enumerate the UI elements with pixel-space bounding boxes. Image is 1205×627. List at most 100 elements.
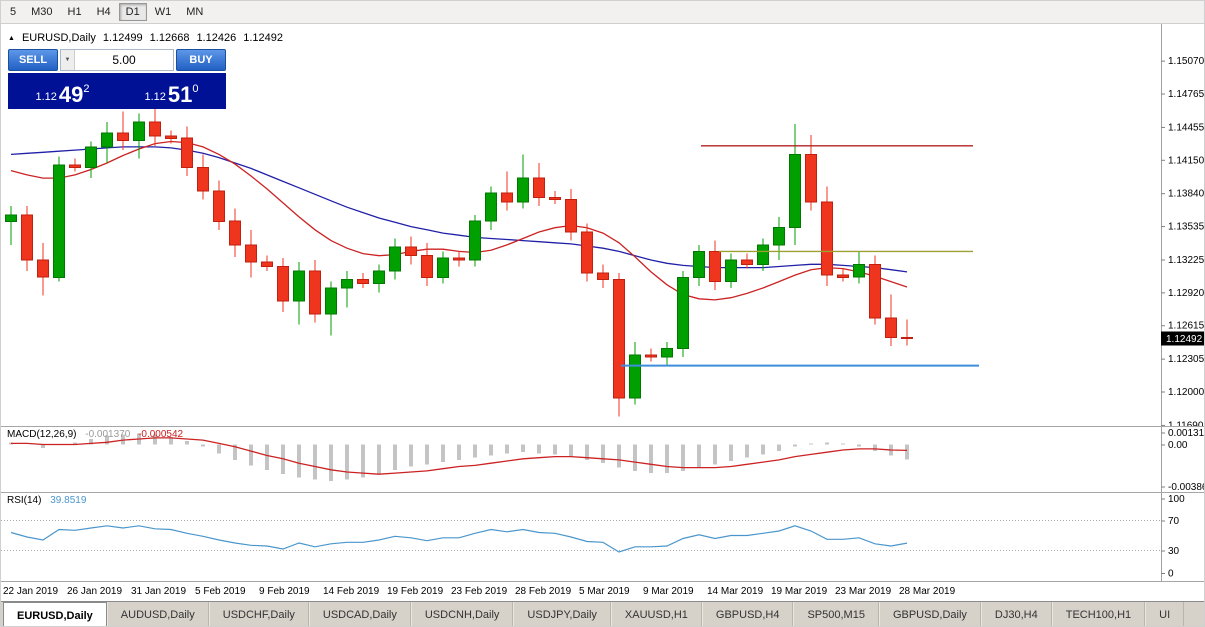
time-axis[interactable]: 22 Jan 2019 26 Jan 2019 31 Jan 2019 5 Feb 2… — [1, 581, 1204, 601]
candle-body — [645, 354, 657, 358]
candle-body — [757, 244, 769, 265]
buy-button[interactable]: BUY — [176, 49, 226, 71]
candle-body — [277, 266, 289, 302]
timeframe-button-5[interactable]: 5 — [3, 3, 23, 21]
macd-canvas[interactable]: 0.0013130.00 -0.00386 — [1, 427, 1205, 492]
candle-body — [37, 259, 49, 278]
chart-tab-TECH100,H1[interactable]: TECH100,H1 — [1051, 602, 1146, 626]
svg-text:70: 70 — [1168, 516, 1180, 527]
svg-text:1.11690: 1.11690 — [1168, 420, 1204, 426]
chart-tab-XAUUSD,H1[interactable]: XAUUSD,H1 — [610, 602, 702, 626]
rsi-name: RSI(14) — [7, 495, 42, 506]
price-chart-canvas[interactable]: 1.15070 1.14765 1.14455 1.14150 1.13840 1.135… — [1, 24, 1205, 426]
svg-text:0.00: 0.00 — [1168, 440, 1188, 451]
macd-histogram — [9, 433, 909, 481]
date-label: 26 Jan 2019 — [67, 586, 123, 597]
rsi-value: 39.8519 — [50, 495, 87, 506]
sell-price-big-digits: 49 — [58, 82, 84, 107]
candle-body — [165, 135, 177, 139]
candle-body — [677, 276, 689, 349]
rsi-line — [10, 525, 908, 553]
chart-tab-UI[interactable]: UI — [1145, 602, 1185, 626]
svg-text:30: 30 — [1168, 546, 1180, 557]
sell-price-display[interactable]: 1.12 49 2 — [8, 73, 117, 109]
svg-text:1.13840: 1.13840 — [1168, 189, 1205, 200]
chart-tab-USDCHF,Daily[interactable]: USDCHF,Daily — [208, 602, 309, 626]
svg-text:1.14455: 1.14455 — [1168, 122, 1205, 133]
candle-body — [453, 257, 465, 261]
macd-main-value: -0.001370 — [85, 429, 131, 440]
chart-tab-SP500,M15[interactable]: SP500,M15 — [793, 602, 879, 626]
candle-body — [805, 153, 817, 203]
candle-body — [629, 354, 641, 399]
candle-body — [725, 259, 737, 283]
volume-dropdown-icon[interactable]: ▼ — [61, 50, 75, 70]
candle-body — [661, 347, 673, 358]
candle-body — [565, 199, 577, 233]
main-chart-panel: 1.15070 1.14765 1.14455 1.14150 1.13840 1.135… — [1, 24, 1205, 426]
candle-body — [549, 197, 561, 201]
buy-price-prefix: 1.12 — [144, 91, 166, 103]
chart-tab-USDCNH,Daily[interactable]: USDCNH,Daily — [410, 602, 514, 626]
candle-body — [773, 227, 785, 246]
candle-body — [693, 250, 705, 278]
candle-body — [741, 259, 753, 265]
chart-tab-GBPUSD,H4[interactable]: GBPUSD,H4 — [701, 602, 794, 626]
candle-body — [101, 132, 113, 148]
timeframe-button-M30[interactable]: M30 — [24, 3, 59, 21]
volume-field: ▼ — [60, 49, 174, 71]
timeframe-button-D1[interactable]: D1 — [118, 3, 147, 21]
timeframe-button-H4[interactable]: H4 — [90, 3, 118, 21]
chart-low-value: 1.12426 — [196, 32, 237, 44]
svg-text:1.13535: 1.13535 — [1168, 222, 1205, 233]
timeframe-toolbar: 5 M30 H1 H4 D1 W1 MN — [1, 1, 1204, 24]
chart-tab-USDJPY,Daily[interactable]: USDJPY,Daily — [513, 602, 611, 626]
candle-body — [245, 244, 257, 263]
collapse-triangle-icon[interactable]: ▲ — [8, 34, 15, 42]
sell-button[interactable]: SELL — [8, 49, 58, 71]
chart-tab-DJ30,H4[interactable]: DJ30,H4 — [980, 602, 1052, 626]
timeframe-button-H1[interactable]: H1 — [61, 3, 89, 21]
date-label: 14 Feb 2019 — [323, 586, 380, 597]
timeframe-button-MN[interactable]: MN — [179, 3, 210, 21]
candle-body — [117, 132, 129, 141]
chart-tabs-bar: EURUSD,Daily AUDUSD,Daily USDCHF,Daily USDC… — [1, 601, 1204, 626]
current-price-tag — [1161, 331, 1204, 346]
date-label: 9 Feb 2019 — [259, 586, 310, 597]
chart-close-value: 1.12492 — [243, 32, 283, 44]
svg-text:-0.00386: -0.00386 — [1168, 482, 1205, 492]
candle-body — [613, 278, 625, 399]
chart-tab-AUDUSD,Daily[interactable]: AUDUSD,Daily — [106, 602, 209, 626]
timeframe-button-group: 5 M30 H1 H4 D1 W1 MN — [1, 1, 210, 23]
candle-body — [405, 246, 417, 257]
rsi-canvas[interactable]: 100 70 30 0 — [1, 493, 1205, 581]
macd-signal-value: -0.000542 — [138, 429, 184, 440]
candle-body — [309, 270, 321, 315]
date-label: 5 Feb 2019 — [195, 586, 246, 597]
date-label: 22 Jan 2019 — [3, 586, 59, 597]
candle-body — [181, 137, 193, 168]
chart-tab-USDCAD,Daily[interactable]: USDCAD,Daily — [308, 602, 411, 626]
candle-body — [469, 220, 481, 261]
candle-body — [709, 250, 721, 283]
chart-tab-GBPUSD,Daily[interactable]: GBPUSD,Daily — [878, 602, 981, 626]
candle-body — [373, 270, 385, 285]
svg-text:1.12615: 1.12615 — [1168, 321, 1205, 332]
svg-text:0: 0 — [1168, 569, 1174, 580]
timeframe-button-W1[interactable]: W1 — [148, 3, 179, 21]
buy-price-display[interactable]: 1.12 51 0 — [117, 73, 226, 109]
candle-body — [821, 201, 833, 276]
svg-text:1.12000: 1.12000 — [1168, 387, 1205, 398]
macd-name: MACD(12,26,9) — [7, 429, 77, 440]
svg-text:100: 100 — [1168, 494, 1185, 505]
price-axis-labels: 1.15070 1.14765 1.14455 1.14150 1.13840 1.135… — [1161, 56, 1205, 426]
chart-tab-EURUSD,Daily[interactable]: EURUSD,Daily — [3, 602, 107, 626]
buy-price-big-digits: 51 — [167, 82, 193, 107]
chart-title: ▲ EURUSD,Daily 1.12499 1.12668 1.12426 1… — [8, 32, 283, 44]
rsi-axis-labels: 100 70 30 0 — [1161, 494, 1185, 580]
date-label: 14 Mar 2019 — [707, 586, 764, 597]
chart-symbol-label: EURUSD,Daily — [21, 32, 96, 44]
volume-input[interactable] — [75, 50, 173, 70]
date-label: 28 Feb 2019 — [515, 586, 572, 597]
date-label: 23 Mar 2019 — [835, 586, 892, 597]
